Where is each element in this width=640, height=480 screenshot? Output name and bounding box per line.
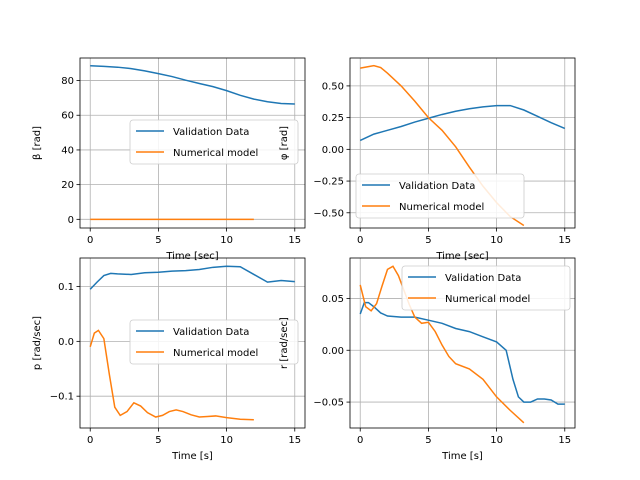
legend: Validation Data Numerical model <box>355 173 525 219</box>
y-tick-label: 0.05 <box>322 294 344 305</box>
x-tick-label: 10 <box>220 435 233 446</box>
y-tick-label: 0.50 <box>322 81 344 92</box>
x-tick-label: 10 <box>490 435 503 446</box>
y-axis-label: r [rad/sec] <box>279 317 290 369</box>
axes-frame <box>79 57 306 229</box>
legend-label: Validation Data <box>173 327 249 338</box>
legend-label: Validation Data <box>399 181 475 192</box>
legend-label: Numerical model <box>445 294 530 305</box>
y-tick-label: 40 <box>61 145 74 156</box>
x-tick-label: 15 <box>288 235 301 246</box>
legend-label: Numerical model <box>173 348 258 359</box>
y-tick-label: −0.50 <box>313 208 344 219</box>
y-tick-label: −0.1 <box>50 392 74 403</box>
x-tick-label: 0 <box>87 235 93 246</box>
y-tick-label: 0.0 <box>58 337 74 348</box>
subplot-3: 0 5 10 15 0.1 0.0 −0.1 Time [s] p [rad/sec] Valid… <box>32 257 306 462</box>
y-tick-label: 0 <box>68 215 74 226</box>
axes-frame <box>79 257 306 429</box>
y-tick-label: 0.25 <box>322 113 344 124</box>
x-tick-label: 0 <box>357 435 363 446</box>
series-line-2 <box>359 265 525 424</box>
x-axis-label: Time [sec] <box>435 251 488 262</box>
x-tick-label: 10 <box>220 235 233 246</box>
axes-frame <box>349 257 576 429</box>
axes-frame <box>349 57 576 229</box>
x-tick-label: 0 <box>357 235 363 246</box>
x-tick-label: 15 <box>558 235 571 246</box>
series-line-1 <box>359 301 565 405</box>
y-tick-label: −0.05 <box>313 398 344 409</box>
x-tick-label: 15 <box>558 435 571 446</box>
x-tick-label: 5 <box>425 235 431 246</box>
y-tick-label: 0.00 <box>322 346 344 357</box>
x-axis-label: Time [s] <box>441 451 483 462</box>
y-tick-label: 20 <box>61 180 74 191</box>
legend-box <box>129 319 299 365</box>
legend-box <box>129 119 299 165</box>
legend-label: Numerical model <box>399 202 484 213</box>
x-tick-label: 5 <box>425 435 431 446</box>
y-axis-label: β [rad] <box>32 126 43 160</box>
legend-label: Numerical model <box>173 148 258 159</box>
legend-box <box>401 265 571 311</box>
x-tick-label: 0 <box>87 435 93 446</box>
x-axis-label: Time [s] <box>171 451 213 462</box>
x-tick-label: 5 <box>155 435 161 446</box>
x-axis-label: Time [sec] <box>165 251 218 262</box>
subplot-2: 0 5 10 15 0.50 0.25 0.00 −0.25 −0.50 Time [sec] φ … <box>279 57 576 262</box>
legend-label: Validation Data <box>445 273 521 284</box>
y-tick-label: −0.25 <box>313 177 344 188</box>
legend-box <box>355 173 525 219</box>
y-tick-label: 0.1 <box>58 282 74 293</box>
legend: Validation Data Numerical model <box>401 265 571 311</box>
y-axis-label: φ [rad] <box>279 126 290 160</box>
x-tick-label: 5 <box>155 235 161 246</box>
series-line-1 <box>90 65 295 105</box>
series-line-1 <box>89 265 295 290</box>
series-line-2 <box>89 329 254 421</box>
legend: Validation Data Numerical model <box>129 119 299 165</box>
x-tick-label: 10 <box>490 235 503 246</box>
y-axis-label: p [rad/sec] <box>32 316 43 370</box>
y-tick-label: 60 <box>61 111 74 122</box>
x-tick-label: 15 <box>288 435 301 446</box>
y-tick-label: 0.00 <box>322 145 344 156</box>
legend: Validation Data Numerical model <box>129 319 299 365</box>
legend-label: Validation Data <box>173 127 249 138</box>
series-line-1 <box>359 104 566 142</box>
subplot-1: 0 5 10 15 0 20 40 60 80 Time [sec] β [rad] Validati… <box>32 57 306 262</box>
subplot-4: 0 5 10 15 0.05 0.00 −0.05 Time [s] r [rad/sec] Va… <box>279 257 576 462</box>
y-tick-label: 80 <box>61 76 74 87</box>
